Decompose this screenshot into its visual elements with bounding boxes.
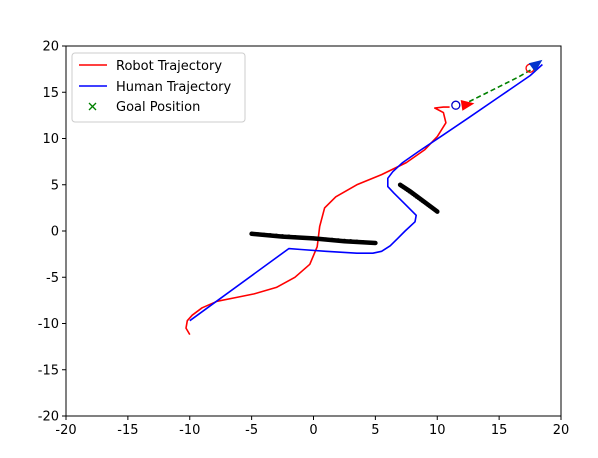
y-tick-label: -10 xyxy=(38,317,59,332)
legend: Robot Trajectory Human Trajectory Goal P… xyxy=(71,52,246,123)
obstacle-point xyxy=(354,239,359,244)
x-tick-label: 0 xyxy=(309,423,317,438)
x-tick-label: -10 xyxy=(179,423,200,438)
obstacle-point xyxy=(274,233,279,238)
obstacle-point xyxy=(373,241,378,246)
ticks-layer: -20 -15 -10 -5 0 5 10 15 20 -20 -15 -10 -5 0 5 10 15 20 xyxy=(38,40,570,439)
series-line-1 xyxy=(189,63,543,322)
y-tick-label: 20 xyxy=(42,40,59,55)
y-tick-label: -15 xyxy=(38,363,59,378)
obstacle-point xyxy=(367,240,372,245)
obstacle-point xyxy=(268,233,273,238)
obstacle-point xyxy=(361,240,365,245)
obstacle-point xyxy=(299,235,304,240)
legend-label-human: Human Trajectory xyxy=(116,80,232,95)
obstacle-point xyxy=(336,238,341,243)
obstacle-point xyxy=(348,239,353,244)
x-tick-label: 5 xyxy=(371,423,379,438)
x-tick-label: 20 xyxy=(553,423,570,438)
y-tick-label: -20 xyxy=(38,410,59,425)
obstacle-point xyxy=(330,237,335,242)
obstacle-point xyxy=(342,238,347,243)
obstacle-point xyxy=(323,237,328,242)
obstacle-point xyxy=(292,235,297,240)
direction-arrowhead xyxy=(528,59,543,73)
position-circle-marker xyxy=(451,100,461,110)
x-tick-label: 15 xyxy=(491,423,508,438)
x-tick-label: -15 xyxy=(117,423,138,438)
direction-arrowhead xyxy=(460,100,475,111)
legend-goal-marker-icon xyxy=(88,102,97,111)
obstacle-point xyxy=(305,235,310,240)
obstacle-point xyxy=(286,234,291,239)
y-tick-label: 5 xyxy=(51,178,59,193)
x-tick-label: -5 xyxy=(245,423,258,438)
legend-box xyxy=(71,52,246,123)
y-tick-label: 15 xyxy=(42,86,59,101)
series-line-0 xyxy=(185,106,450,336)
y-tick-label: -5 xyxy=(46,271,59,286)
x-tick-label: 10 xyxy=(429,423,446,438)
y-tick-label: 10 xyxy=(42,132,59,147)
obstacle-point xyxy=(262,232,266,237)
data-layer xyxy=(185,59,543,336)
obstacle-point xyxy=(435,209,440,214)
obstacle-point xyxy=(249,231,254,236)
obstacle-point xyxy=(311,236,316,241)
obstacle-point xyxy=(317,236,322,241)
x-tick-label: -20 xyxy=(55,423,76,438)
y-tick-label: 0 xyxy=(51,225,59,240)
legend-label-robot: Robot Trajectory xyxy=(116,59,222,74)
obstacle-point xyxy=(255,232,260,237)
legend-label-goal: Goal Position xyxy=(116,100,200,115)
obstacle-point xyxy=(280,234,285,239)
prediction-line xyxy=(461,67,535,106)
